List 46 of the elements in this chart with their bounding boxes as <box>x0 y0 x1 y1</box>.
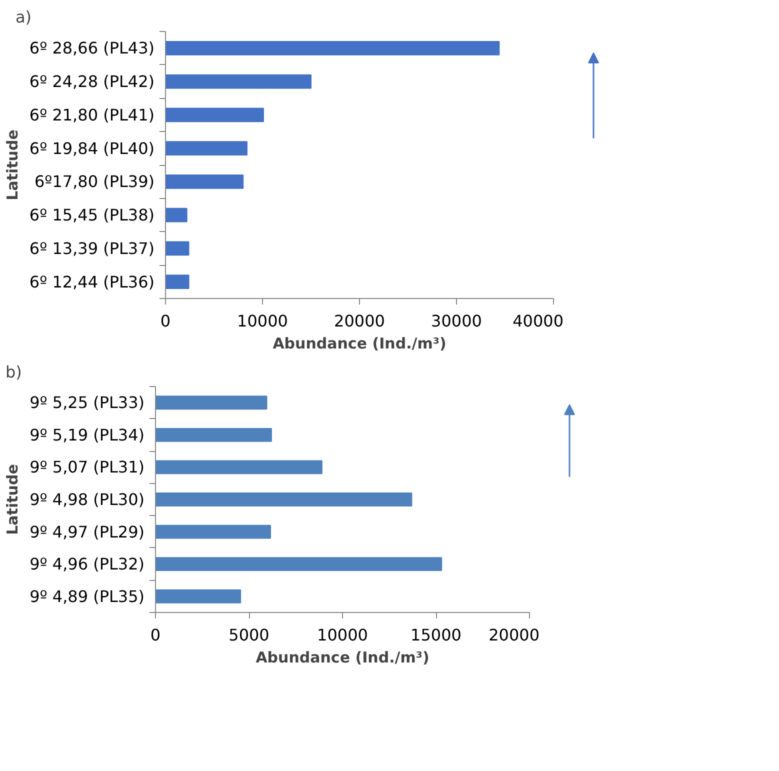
y-tick-label: 6º17,80 (PL39) <box>34 172 154 192</box>
bar <box>166 274 190 289</box>
text: b) <box>6 362 22 382</box>
x-tick-label: 5000 <box>228 626 270 644</box>
text: a) <box>16 8 32 26</box>
x-tick-label: 10000 <box>317 626 368 644</box>
bar <box>156 428 272 442</box>
x-tick-label: 0 <box>160 312 171 330</box>
bar <box>156 589 242 604</box>
y-tick-label: 6º 15,45 (PL38) <box>29 206 155 225</box>
y-axis-title: Latitude <box>4 464 22 535</box>
x-axis-title: Abundance (Ind./m³) <box>256 648 430 666</box>
bar <box>166 74 312 89</box>
y-tick-label: 9º 5,07 (PL31) <box>30 458 144 477</box>
y-tick-label: 9º 4,97 (PL29) <box>30 522 144 542</box>
bar <box>156 557 442 572</box>
x-tick-label: 40000 <box>512 312 564 330</box>
y-tick-label: 6º 21,80 (PL41) <box>29 105 155 124</box>
bar <box>166 141 248 156</box>
x-tick-label: 10000 <box>237 312 288 330</box>
bar <box>156 492 412 506</box>
y-axis-title: Latitude <box>3 130 22 200</box>
x-tick-label: 15000 <box>410 626 462 644</box>
bar <box>166 41 500 56</box>
y-tick-label: 6º 24,28 (PL42) <box>29 72 155 92</box>
y-tick-label: 9º 5,25 (PL33) <box>30 393 144 412</box>
x-tick-label: 0 <box>150 626 161 644</box>
bar <box>166 208 188 222</box>
y-tick-label: 9º 5,19 (PL34) <box>30 425 144 444</box>
bar <box>166 174 244 189</box>
bar <box>166 108 264 122</box>
x-tick-label: 30000 <box>431 312 482 330</box>
y-tick-label: 9º 4,96 (PL32) <box>30 554 144 574</box>
y-tick-label: 6º 28,66 (PL43) <box>29 38 155 58</box>
y-tick-label: 6º 19,84 (PL40) <box>29 138 155 158</box>
y-tick-label: 9º 4,98 (PL30) <box>30 490 144 509</box>
y-tick-label: 9º 4,89 (PL35) <box>30 586 144 606</box>
bar <box>156 396 268 410</box>
x-axis-title: Abundance (Ind./m³) <box>272 334 446 352</box>
x-tick-label: 20000 <box>488 626 540 644</box>
bar <box>156 460 322 474</box>
bar <box>166 241 190 256</box>
bar <box>156 524 272 539</box>
y-tick-label: 6º 12,44 (PL36) <box>29 272 155 292</box>
y-tick-label: 6º 13,39 (PL37) <box>29 238 155 258</box>
x-tick-label: 20000 <box>334 312 385 330</box>
